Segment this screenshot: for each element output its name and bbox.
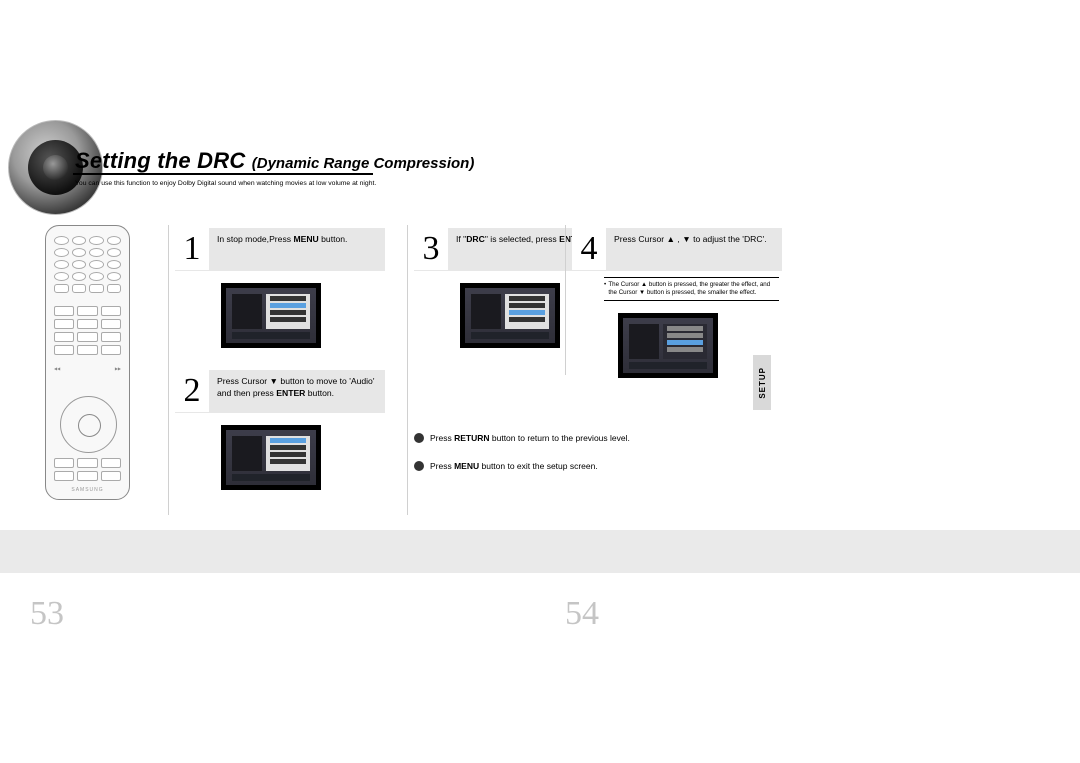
tv-screenshot xyxy=(460,283,560,348)
footer-notes: Press RETURN button to return to the pre… xyxy=(414,425,674,471)
page-number-right: 54 xyxy=(565,595,599,633)
bullet-icon xyxy=(414,433,424,443)
menu-note: Press MENU button to exit the setup scre… xyxy=(414,461,674,471)
step-number: 1 xyxy=(175,228,209,270)
remote-brand: SAMSUNG xyxy=(46,487,129,493)
page-title: Setting the DRC (Dynamic Range Compressi… xyxy=(75,148,474,174)
return-note: Press RETURN button to return to the pre… xyxy=(414,433,674,443)
step-text: In stop mode,Press MENU button. xyxy=(209,228,385,252)
column-divider xyxy=(407,225,408,515)
footer-band xyxy=(0,530,1080,573)
step-4: 4 Press Cursor ▲ , ▼ to adjust the 'DRC'… xyxy=(572,228,782,378)
step-1: 1 In stop mode,Press MENU button. xyxy=(175,228,385,348)
title-main: Setting the DRC xyxy=(75,148,252,173)
tv-screenshot xyxy=(221,425,321,490)
dpad-icon xyxy=(60,396,117,453)
intro-text: You can use this function to enjoy Dolby… xyxy=(75,180,380,188)
bullet-icon xyxy=(414,461,424,471)
step-4-note: •The Cursor ▲ button is pressed, the gre… xyxy=(604,277,779,301)
title-underline xyxy=(73,173,373,175)
column-divider xyxy=(168,225,169,515)
tv-screenshot xyxy=(618,313,718,378)
column-divider xyxy=(565,225,566,375)
step-2: 2 Press Cursor ▼ button to move to 'Audi… xyxy=(175,370,385,490)
step-number: 2 xyxy=(175,370,209,412)
step-text: Press Cursor ▼ button to move to 'Audio'… xyxy=(209,370,385,405)
setup-tab: SETUP xyxy=(753,355,771,410)
step-number: 4 xyxy=(572,228,606,270)
tv-screenshot xyxy=(221,283,321,348)
step-number: 3 xyxy=(414,228,448,270)
title-sub: (Dynamic Range Compression) xyxy=(252,155,475,172)
remote-control-illustration: ◀◀▶▶ SAMSUNG xyxy=(45,225,130,500)
step-text: Press Cursor ▲ , ▼ to adjust the 'DRC'. xyxy=(606,228,782,252)
manual-spread: Setting the DRC (Dynamic Range Compressi… xyxy=(0,0,1080,763)
page-number-left: 53 xyxy=(30,595,64,633)
